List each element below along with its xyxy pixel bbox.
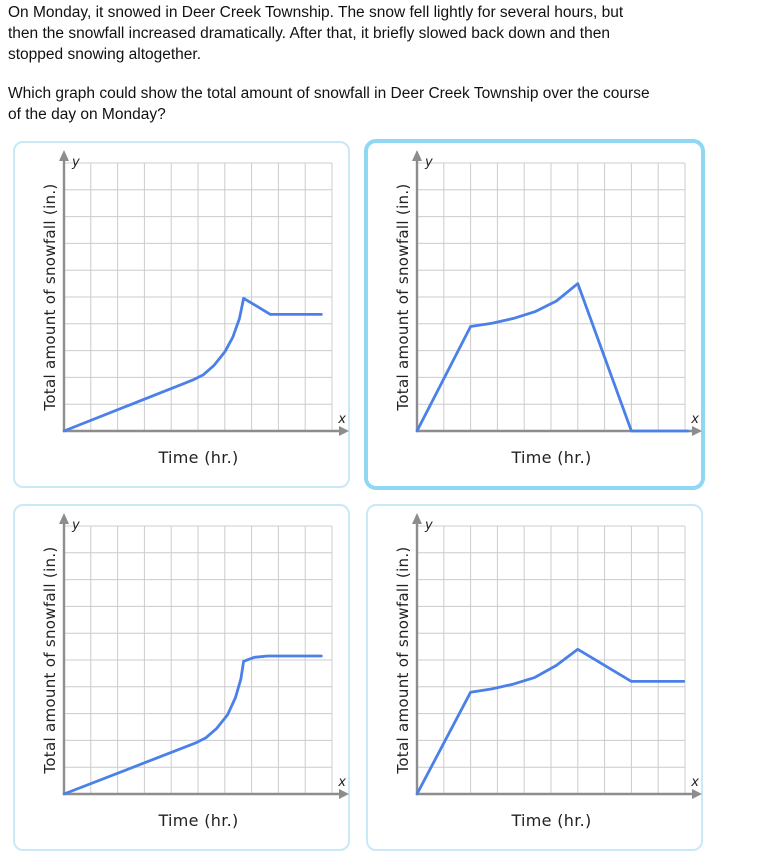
svg-text:x: x xyxy=(690,412,699,427)
question-line: On Monday, it snowed in Deer Creek Towns… xyxy=(8,4,624,21)
question-text: On Monday, it snowed in Deer Creek Towns… xyxy=(0,0,774,125)
question-prompt: Which graph could show the total amount … xyxy=(8,83,764,125)
svg-text:x: x xyxy=(337,412,346,427)
x-axis-title: Time (hr.) xyxy=(158,811,239,830)
svg-text:y: y xyxy=(71,155,80,170)
x-axis-title: Time (hr.) xyxy=(158,448,239,467)
question-line: stopped snowing altogether. xyxy=(8,46,202,63)
y-axis-title: Total amount of snowfall (in.) xyxy=(41,546,59,774)
question-paragraph: On Monday, it snowed in Deer Creek Towns… xyxy=(8,2,764,65)
y-axis-title: Total amount of snowfall (in.) xyxy=(394,546,412,774)
question-line: of the day on Monday? xyxy=(8,106,166,123)
graph-plot: yx xyxy=(412,150,702,436)
graph-plot: yx xyxy=(412,513,702,799)
y-axis-title: Total amount of snowfall (in.) xyxy=(394,183,412,411)
x-axis-title: Time (hr.) xyxy=(511,811,592,830)
graph-plot: yx xyxy=(59,513,349,799)
svg-text:y: y xyxy=(71,518,80,533)
question-line: Which graph could show the total amount … xyxy=(8,85,650,102)
x-axis-title: Time (hr.) xyxy=(511,448,592,467)
graph-plot: yx xyxy=(59,150,349,436)
y-axis-title: Total amount of snowfall (in.) xyxy=(41,183,59,411)
svg-text:x: x xyxy=(690,775,699,790)
question-line: then the snowfall increased dramatically… xyxy=(8,25,610,42)
svg-text:y: y xyxy=(424,155,433,170)
svg-text:x: x xyxy=(337,775,346,790)
svg-text:y: y xyxy=(424,518,433,533)
